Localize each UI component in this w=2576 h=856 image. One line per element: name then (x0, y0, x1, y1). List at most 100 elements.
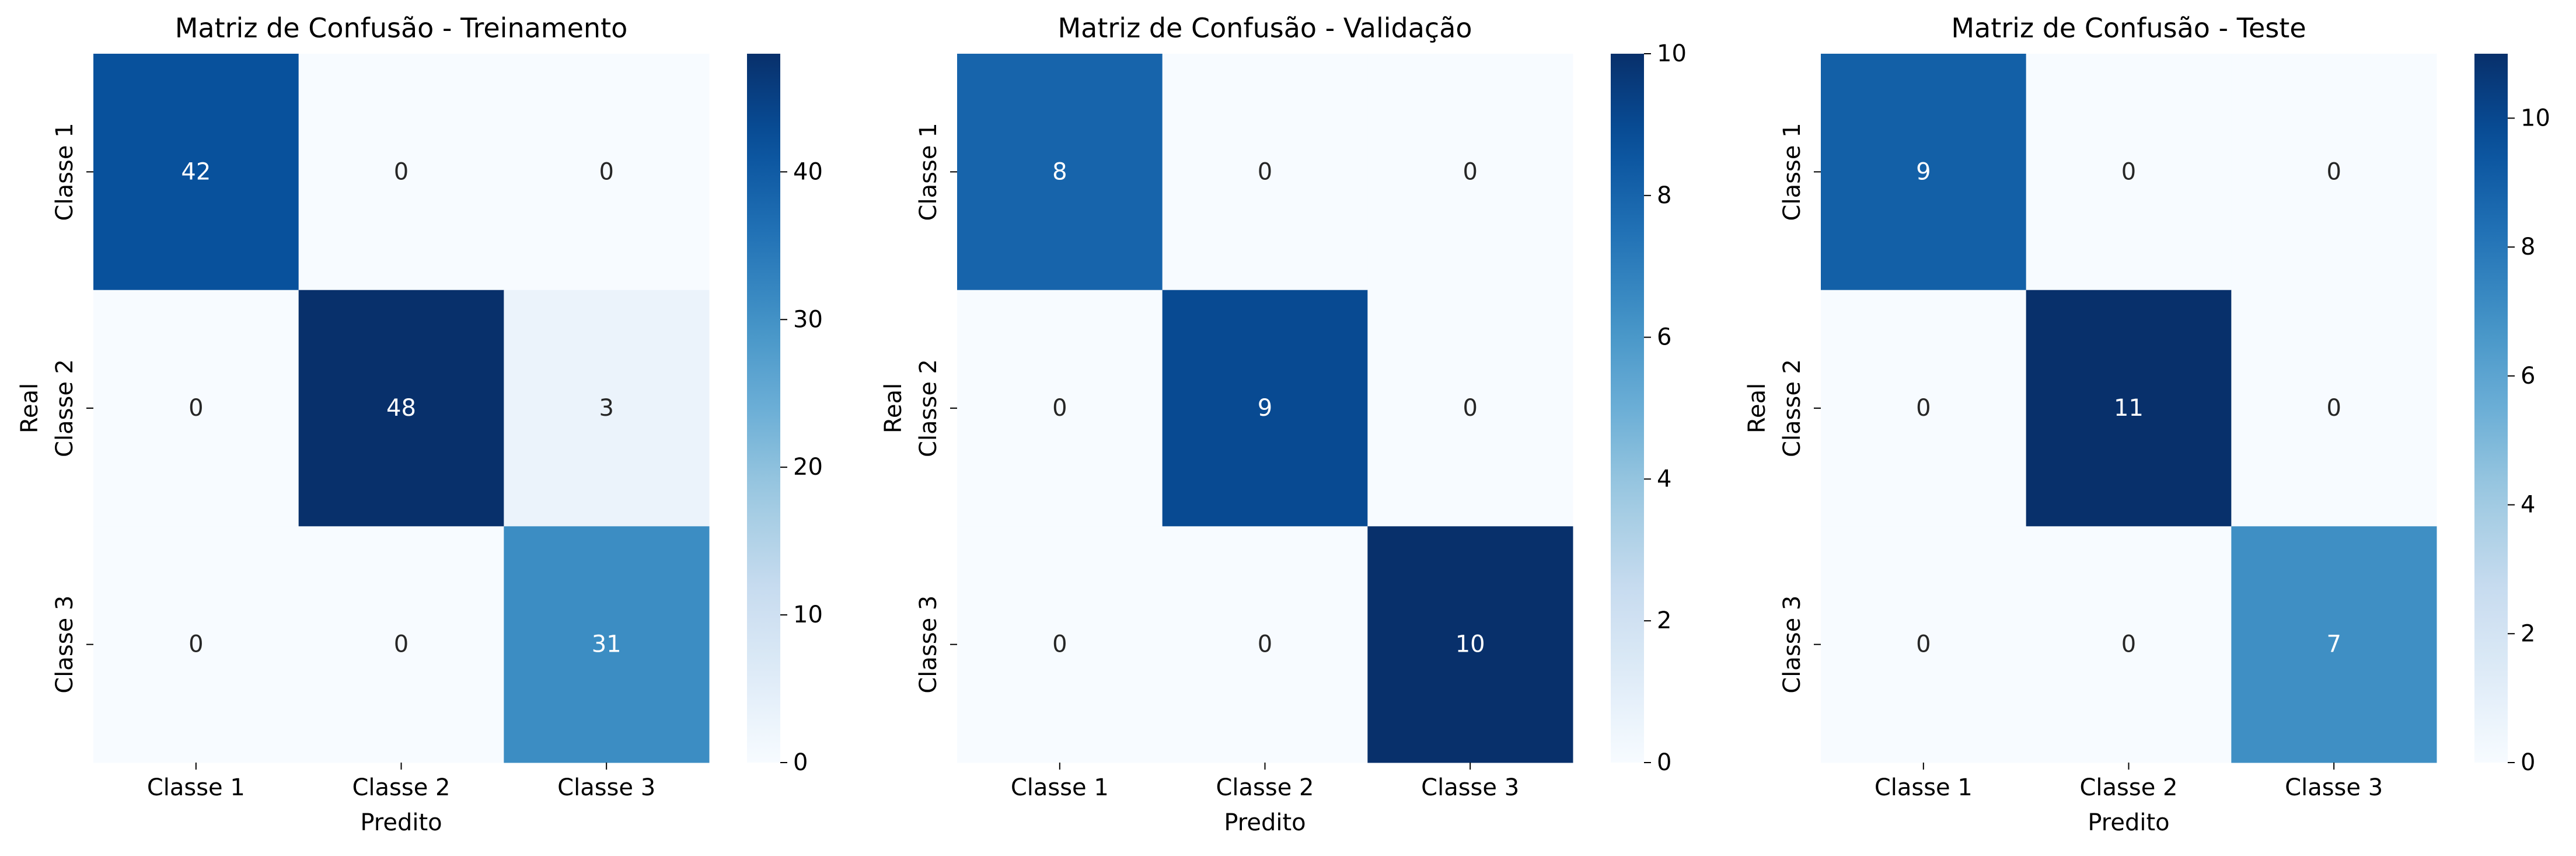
heatmap-cell (2231, 54, 2437, 291)
cell-value-label: 7 (2326, 631, 2341, 658)
colorbar-tick-label: 2 (1657, 607, 1671, 634)
colorbar-tick-label: 8 (1657, 182, 1671, 209)
colorbar-tick-label: 40 (793, 158, 823, 185)
x-tick-label: Classe 1 (1011, 774, 1109, 801)
colorbar-tick-label: 30 (793, 306, 823, 333)
colorbar-tick-label: 10 (2521, 105, 2550, 131)
colorbar-tick-label: 10 (1657, 40, 1687, 67)
cell-value-label: 0 (1462, 158, 1477, 185)
heatmap-cell (504, 54, 710, 291)
cell-value-label: 0 (2326, 395, 2341, 422)
colorbar-tick-label: 10 (793, 601, 823, 628)
colorbar-tick-label: 6 (1657, 324, 1671, 351)
heatmap-cell (2026, 526, 2232, 763)
heatmap-cell (1162, 54, 1368, 291)
y-axis-label: Real (880, 383, 907, 433)
cell-value-label: 9 (1916, 158, 1931, 185)
cell-value-label: 8 (1052, 158, 1067, 185)
cell-value-label: 0 (2121, 158, 2136, 185)
y-tick-label: Classe 3 (915, 596, 942, 694)
colorbar-tick-label: 0 (2521, 749, 2535, 776)
heatmap-cell (957, 54, 1163, 291)
colorbar-tick-label: 6 (2521, 363, 2535, 389)
heatmap-cell (2026, 54, 2232, 291)
cell-value-label: 10 (1455, 631, 1485, 658)
colorbar-tick-label: 8 (2521, 234, 2535, 260)
cell-value-label: 42 (181, 158, 211, 185)
cell-value-label: 0 (1052, 395, 1067, 422)
y-tick-label: Classe 1 (1779, 123, 1806, 221)
heatmap-cell (1367, 290, 1573, 527)
x-tick-label: Classe 2 (352, 774, 450, 801)
chart-title: Matriz de Confusão - Validação (1057, 12, 1472, 44)
colorbar-tick-label: 0 (793, 749, 808, 776)
x-tick-label: Classe 3 (557, 774, 655, 801)
heatmap-cell (2026, 290, 2232, 527)
cell-value-label: 48 (386, 395, 416, 422)
y-tick-label: Classe 1 (915, 123, 942, 221)
heatmap-cell (2231, 290, 2437, 527)
colorbar (747, 54, 780, 763)
heatmap-cell (1162, 290, 1368, 527)
heatmap-cell (2231, 526, 2437, 763)
x-tick-label: Classe 1 (1875, 774, 1973, 801)
chart-title: Matriz de Confusão - Teste (1951, 12, 2306, 44)
cell-value-label: 9 (1258, 395, 1272, 422)
chart-title: Matriz de Confusão - Treinamento (175, 12, 628, 44)
cell-value-label: 0 (1258, 631, 1272, 658)
heatmap-cell (93, 54, 299, 291)
y-axis-label: Real (16, 383, 43, 433)
heatmap-cell (1821, 290, 2027, 527)
heatmap-cell (1821, 526, 2027, 763)
heatmap-cell (93, 290, 299, 527)
heatmap-cell (957, 526, 1163, 763)
cell-value-label: 11 (2114, 395, 2144, 422)
colorbar-tick-label: 20 (793, 454, 823, 481)
cell-value-label: 0 (189, 395, 203, 422)
y-tick-label: Classe 3 (1779, 596, 1806, 694)
x-axis-label: Predito (1224, 809, 1306, 836)
cell-value-label: 0 (1916, 631, 1931, 658)
colorbar-tick-label: 0 (1657, 749, 1671, 776)
colorbar-tick-label: 4 (2521, 492, 2535, 519)
cell-value-label: 0 (599, 158, 613, 185)
heatmap-cell (298, 290, 504, 527)
heatmap-cell (1367, 526, 1573, 763)
heatmap-cell (93, 526, 299, 763)
cell-value-label: 0 (1916, 395, 1931, 422)
heatmap-cell (1821, 54, 2027, 291)
cell-value-label: 3 (599, 395, 613, 422)
cell-value-label: 31 (592, 631, 622, 658)
x-tick-label: Classe 1 (147, 774, 245, 801)
heatmap-cell (504, 290, 710, 527)
cell-value-label: 0 (1462, 395, 1477, 422)
x-axis-label: Predito (360, 809, 442, 836)
x-tick-label: Classe 3 (2285, 774, 2383, 801)
heatmap-cell (298, 526, 504, 763)
x-axis-label: Predito (2088, 809, 2169, 836)
colorbar-tick-label: 2 (2521, 620, 2535, 647)
y-tick-label: Classe 1 (51, 123, 78, 221)
cell-value-label: 0 (1052, 631, 1067, 658)
colorbar-tick-label: 4 (1657, 465, 1671, 492)
heatmap-cell (504, 526, 710, 763)
heatmap-panel-3: 9 0 0 0 11 0 0 0 7 Matriz de Confusão - Teste Clas… (1744, 12, 2550, 836)
heatmap-cell (1162, 526, 1368, 763)
heatmap-cell (1367, 54, 1573, 291)
colorbar (1611, 54, 1644, 763)
cell-value-label: 0 (2326, 158, 2341, 185)
heatmap-panel-2: 8 0 0 0 9 0 0 0 10 Matriz de Confusão - Validação… (880, 12, 1687, 836)
cell-value-label: 0 (189, 631, 203, 658)
y-axis-label: Real (1744, 383, 1771, 433)
cell-value-label: 0 (2121, 631, 2136, 658)
y-tick-label: Classe 3 (51, 596, 78, 694)
y-tick-label: Classe 2 (1779, 359, 1806, 457)
cell-value-label: 0 (394, 158, 409, 185)
x-tick-label: Classe 2 (2079, 774, 2177, 801)
heatmap-cell (957, 290, 1163, 527)
colorbar (2474, 54, 2508, 763)
x-tick-label: Classe 2 (1216, 774, 1314, 801)
heatmap-cell (298, 54, 504, 291)
